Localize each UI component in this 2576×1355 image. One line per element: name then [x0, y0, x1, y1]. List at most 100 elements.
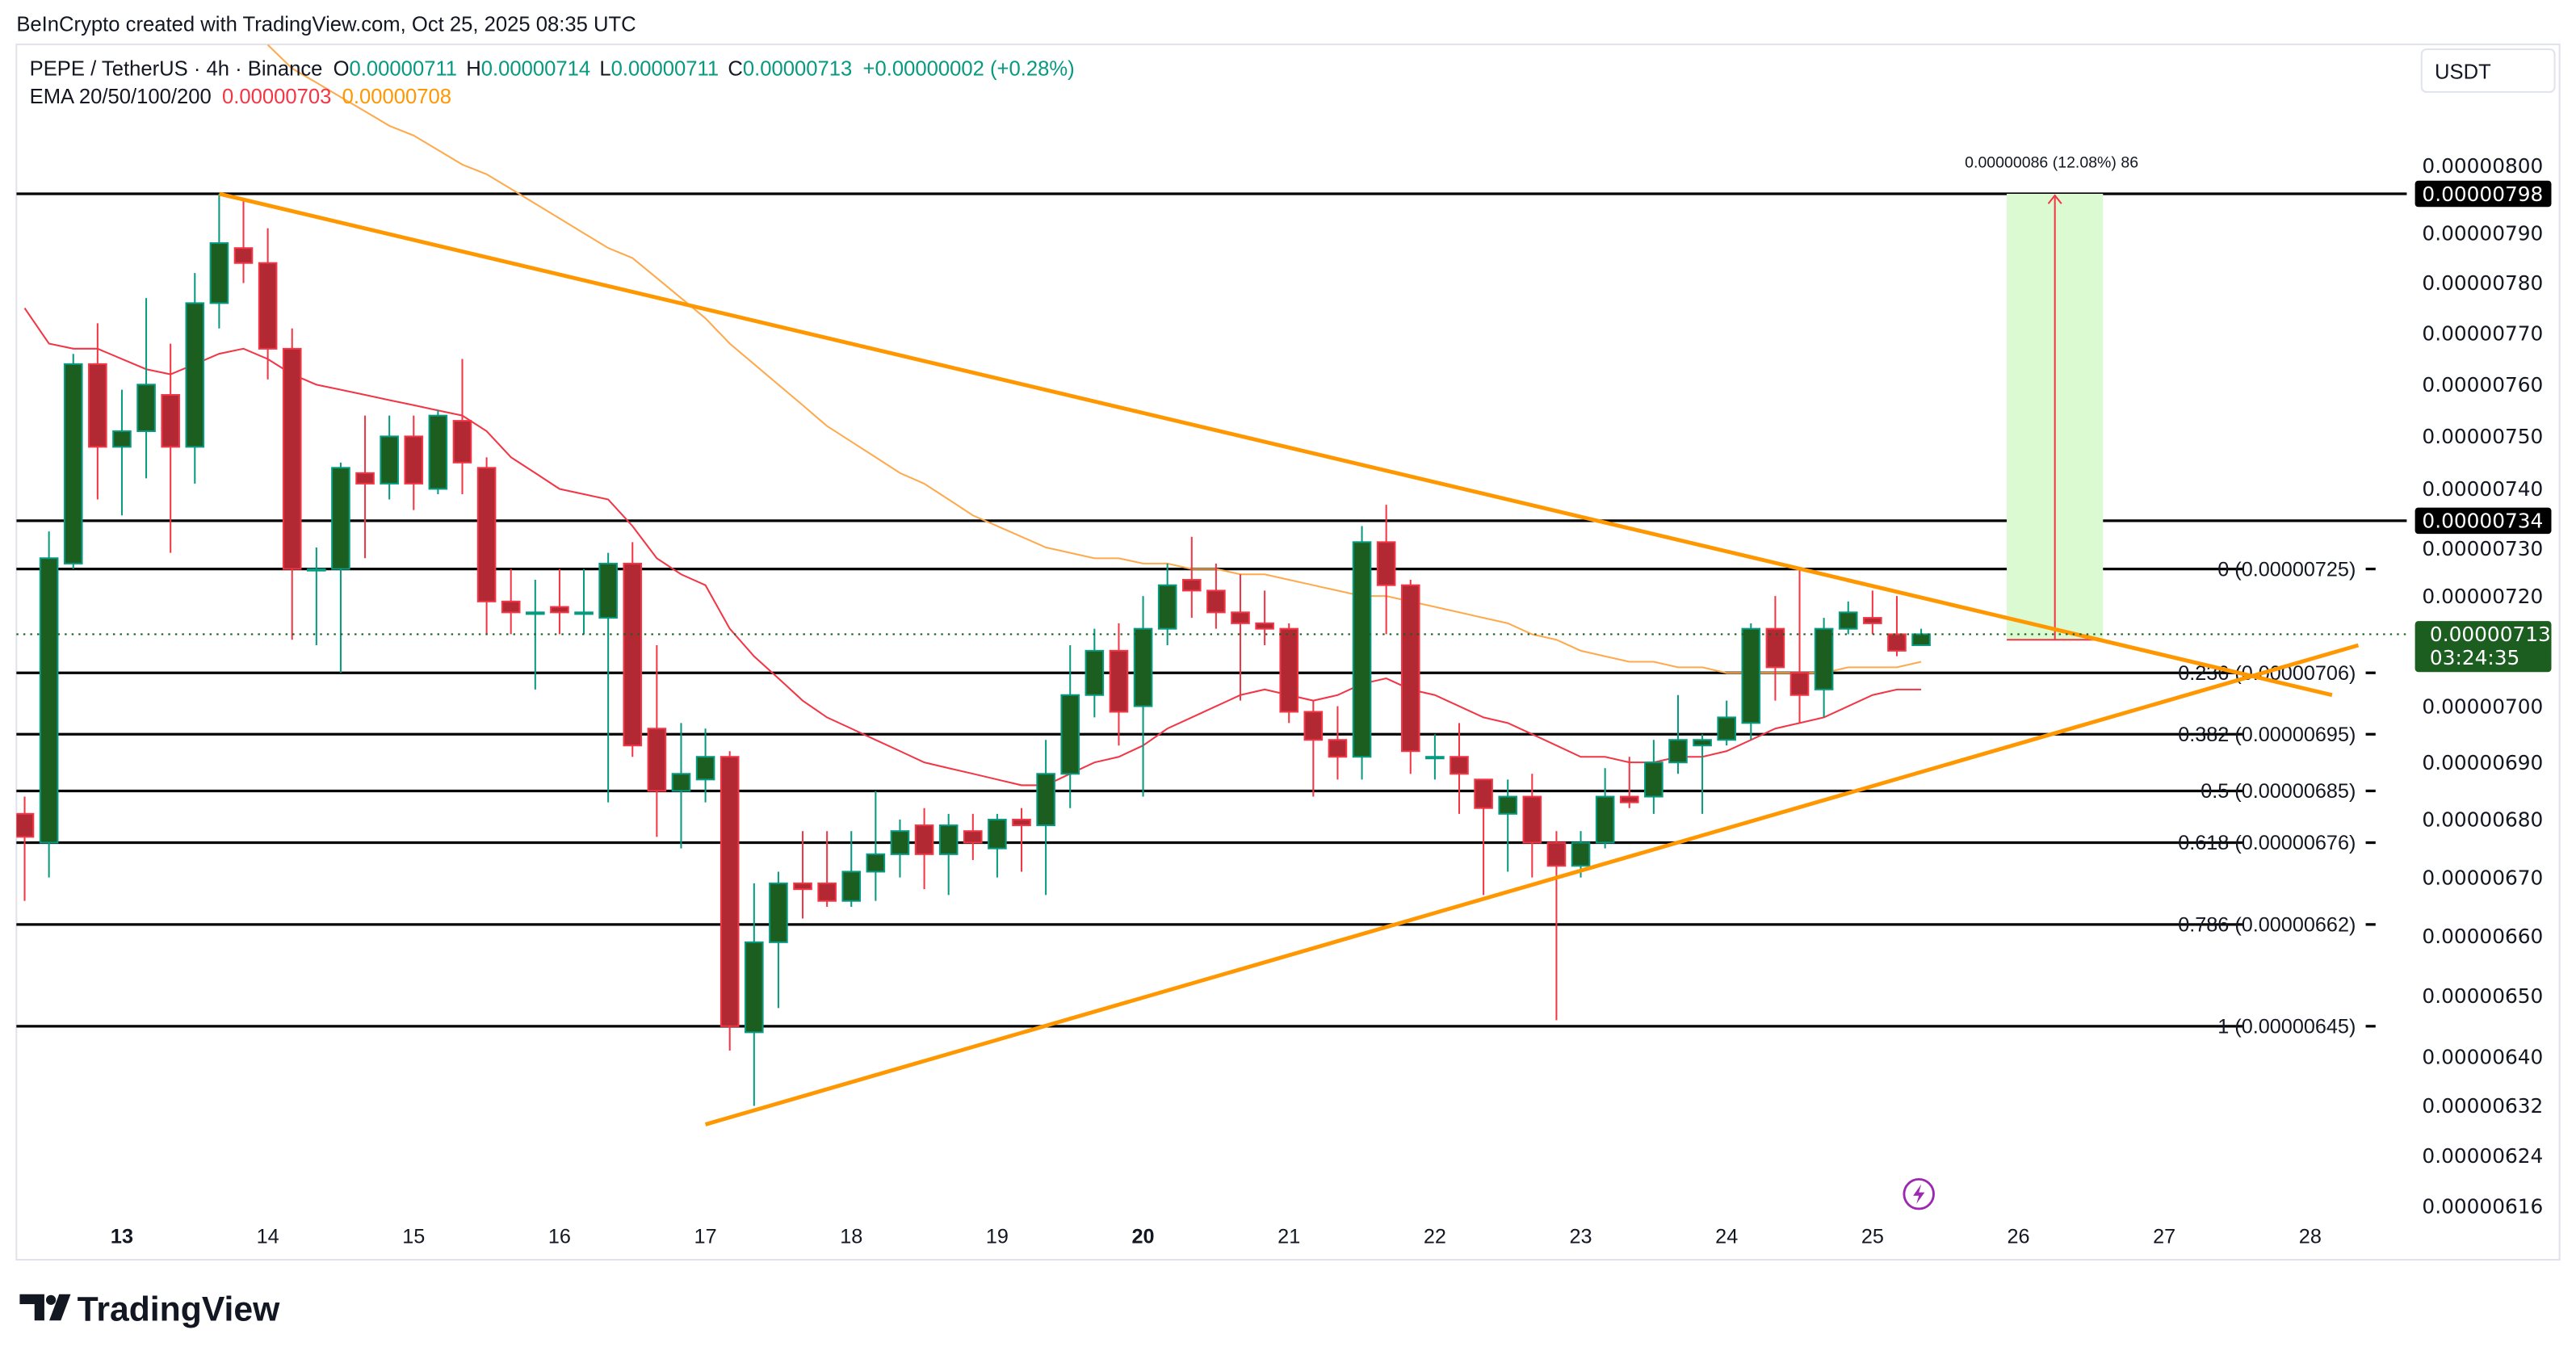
price-tick-label: 0.00000690 — [2422, 751, 2543, 774]
trendline[interactable] — [218, 191, 2333, 698]
candle-body — [1328, 739, 1348, 758]
lightning-bolt-icon[interactable] — [1903, 1177, 1935, 1210]
candle-body — [380, 435, 399, 485]
candle-body — [574, 611, 594, 615]
time-tick-label: 20 — [1132, 1226, 1155, 1248]
candle — [1717, 700, 1736, 746]
candle — [1352, 526, 1372, 780]
candle-body — [671, 773, 691, 792]
candle-body — [1838, 611, 1858, 630]
candle-body — [938, 824, 959, 855]
price-tick-label: 0.00000640 — [2422, 1045, 2543, 1068]
candle-body — [1765, 627, 1785, 669]
candle-body — [623, 562, 643, 747]
candle — [136, 298, 156, 479]
candle — [428, 410, 448, 494]
currency-button[interactable]: USDT — [2420, 48, 2556, 93]
candle — [209, 194, 229, 329]
candle — [16, 796, 35, 901]
candle-body — [1717, 716, 1736, 741]
candle-body — [63, 363, 83, 564]
time-tick-label: 26 — [2007, 1226, 2029, 1248]
candle-body — [1571, 841, 1591, 867]
candle-body — [136, 384, 156, 432]
candle — [233, 199, 254, 283]
legend-symbol[interactable]: PEPE / TetherUS · 4h · Binance — [30, 58, 323, 81]
candle — [63, 354, 83, 569]
candle-body — [817, 882, 837, 902]
candle — [1814, 618, 1834, 718]
fib-level-label: 0.618 (0.00000676) — [2178, 832, 2356, 854]
candle — [1231, 574, 1250, 701]
legend-ema-label[interactable]: EMA 20/50/100/200 — [30, 86, 212, 108]
candle-body — [988, 818, 1007, 849]
legend-ema50-value: 0.00000708 — [342, 86, 451, 108]
ema50-line — [266, 44, 1922, 674]
candle-body — [1036, 773, 1055, 827]
candle — [258, 228, 278, 380]
time-axis[interactable]: 13 14 15 16 17 18 19 20 21 22 23 24 25 26 27 28 — [111, 1226, 2322, 1248]
candle-body — [39, 557, 59, 844]
level-price-label-bg — [2414, 507, 2552, 535]
candle-body — [1668, 739, 1688, 764]
candle — [1595, 768, 1615, 849]
candle-body — [1255, 622, 1274, 630]
candle — [1133, 596, 1153, 797]
candle-body — [1085, 649, 1105, 696]
candle-body — [598, 562, 618, 619]
time-tick-label: 25 — [1861, 1226, 1884, 1248]
time-tick-label: 24 — [1715, 1226, 1738, 1248]
candle — [161, 343, 180, 553]
candle — [647, 645, 667, 837]
candle — [88, 323, 107, 500]
candle-body — [1133, 627, 1153, 707]
candle — [1522, 774, 1542, 878]
candle — [1644, 740, 1663, 814]
candle — [1206, 563, 1226, 629]
price-tick-label: 0.00000790 — [2422, 222, 2543, 245]
candle — [866, 791, 886, 901]
candle-body — [769, 882, 788, 943]
time-tick-label: 17 — [694, 1226, 717, 1248]
candle — [695, 728, 715, 803]
price-tick-label: 0.00000760 — [2422, 373, 2543, 396]
trendlines[interactable] — [218, 191, 2360, 1126]
candle — [1303, 700, 1324, 797]
candle — [476, 457, 497, 635]
candle-body — [331, 467, 350, 570]
candle-body — [1693, 739, 1712, 747]
trendline[interactable] — [704, 643, 2360, 1126]
candle-body — [1522, 795, 1542, 844]
candle — [1765, 596, 1785, 701]
price-range-measure[interactable]: 0.00000086 (12.08%) 86 — [1965, 153, 2138, 641]
price-tick-label: 0.00000720 — [2422, 585, 2543, 608]
candle — [1060, 645, 1080, 808]
candle-body — [428, 414, 448, 490]
candle — [1887, 596, 1907, 657]
candle-body — [185, 302, 205, 448]
candle-body — [1450, 756, 1469, 775]
price-tick-label: 0.00000700 — [2422, 694, 2543, 718]
candle-body — [355, 472, 375, 485]
candle — [1425, 734, 1445, 780]
legend-ema20-value: 0.00000703 — [222, 86, 331, 108]
time-tick-label: 23 — [1570, 1226, 1592, 1248]
candle-body — [1887, 633, 1907, 652]
fib-level-label: 0.786 (0.00000662) — [2178, 914, 2356, 937]
candle-body — [1474, 778, 1493, 809]
level-price-label: 0.00000798 — [2422, 182, 2543, 206]
candle-body — [1376, 541, 1396, 586]
price-axis[interactable]: 0.00000800 0.00000790 0.00000780 0.00000770… — [2422, 154, 2543, 1218]
fib-level-label: 1 (0.00000645) — [2217, 1016, 2356, 1038]
price-tick-label: 0.00000624 — [2422, 1144, 2543, 1168]
candle-body — [1157, 584, 1177, 630]
tradingview-logo[interactable]: TradingView — [19, 1290, 280, 1328]
candle-body — [695, 756, 715, 781]
candle — [1181, 536, 1202, 619]
candle — [574, 568, 594, 635]
candle — [1789, 568, 1810, 724]
tradingview-logo-icon — [19, 1294, 71, 1321]
price-tick-label: 0.00000670 — [2422, 866, 2543, 889]
candle-body — [1206, 589, 1226, 614]
